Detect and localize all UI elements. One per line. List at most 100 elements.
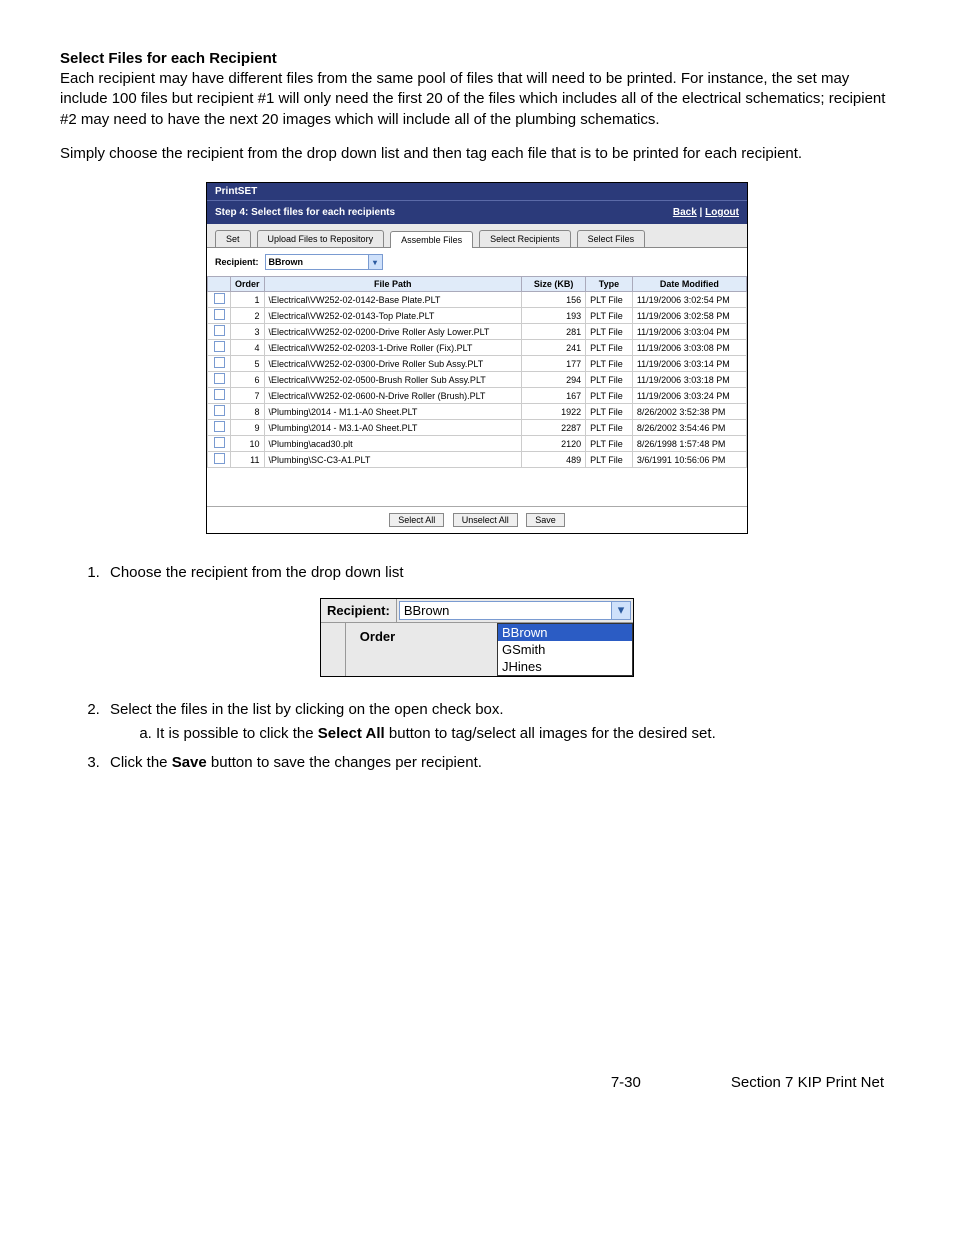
table-row: 3\Electrical\VW252-02-0200-Drive Roller … [208, 324, 747, 340]
cell-size: 1922 [522, 404, 586, 420]
cell-path: \Electrical\VW252-02-0142-Base Plate.PLT [264, 292, 522, 308]
column-header: File Path [264, 277, 522, 292]
button-row: Select All Unselect All Save [207, 506, 747, 533]
recipient-dropdown-list[interactable]: BBrownGSmithJHines [497, 623, 633, 676]
cell-size: 294 [522, 372, 586, 388]
cell-path: \Electrical\VW252-02-0300-Drive Roller S… [264, 356, 522, 372]
cell-date: 8/26/2002 3:54:46 PM [632, 420, 746, 436]
cell-path: \Electrical\VW252-02-0200-Drive Roller A… [264, 324, 522, 340]
row-checkbox[interactable] [214, 389, 225, 400]
row-checkbox[interactable] [214, 453, 225, 464]
column-header: Date Modified [632, 277, 746, 292]
table-row: 1\Electrical\VW252-02-0142-Base Plate.PL… [208, 292, 747, 308]
section-heading: Select Files for each Recipient [60, 50, 894, 67]
checkbox-column-header [321, 623, 346, 676]
cell-type: PLT File [586, 436, 633, 452]
recipient-dropdown-detail: Recipient: BBrown ▾ Order BBrownGSmithJH… [320, 598, 634, 677]
page-number: 7-30 [611, 1074, 641, 1091]
page-footer: 7-30 Section 7 KIP Print Net [60, 1074, 894, 1091]
cell-path: \Electrical\VW252-02-0600-N-Drive Roller… [264, 388, 522, 404]
row-checkbox[interactable] [214, 293, 225, 304]
tab-select-files[interactable]: Select Files [577, 230, 646, 247]
table-row: 9\Plumbing\2014 - M3.1-A0 Sheet.PLT2287P… [208, 420, 747, 436]
tab-select-recipients[interactable]: Select Recipients [479, 230, 571, 247]
cell-type: PLT File [586, 308, 633, 324]
instruction-3: Click the Save button to save the change… [104, 752, 894, 774]
cell-size: 156 [522, 292, 586, 308]
chevron-down-icon: ▾ [368, 255, 382, 269]
cell-date: 8/26/1998 1:57:48 PM [632, 436, 746, 452]
recipient-select-detail[interactable]: BBrown ▾ [399, 601, 631, 620]
cell-path: \Plumbing\SC-C3-A1.PLT [264, 452, 522, 468]
recipient-label-detail: Recipient: [321, 599, 397, 622]
cell-order: 11 [231, 452, 265, 468]
row-checkbox[interactable] [214, 309, 225, 320]
table-row: 4\Electrical\VW252-02-0203-1-Drive Rolle… [208, 340, 747, 356]
cell-path: \Electrical\VW252-02-0203-1-Drive Roller… [264, 340, 522, 356]
back-link[interactable]: Back [673, 207, 697, 218]
row-checkbox[interactable] [214, 373, 225, 384]
order-column-header: Order [346, 623, 409, 676]
cell-order: 5 [231, 356, 265, 372]
cell-size: 241 [522, 340, 586, 356]
tab-upload-files-to-repository[interactable]: Upload Files to Repository [257, 230, 385, 247]
instruction-2-text: Select the files in the list by clicking… [110, 701, 504, 718]
table-row: 8\Plumbing\2014 - M1.1-A0 Sheet.PLT1922P… [208, 404, 747, 420]
printset-window: PrintSET Step 4: Select files for each r… [206, 182, 748, 534]
dropdown-option[interactable]: GSmith [498, 641, 632, 658]
select-all-button[interactable]: Select All [389, 513, 444, 527]
row-checkbox[interactable] [214, 357, 225, 368]
cell-type: PLT File [586, 388, 633, 404]
cell-date: 11/19/2006 3:03:24 PM [632, 388, 746, 404]
instruction-list: Choose the recipient from the drop down … [82, 562, 894, 584]
cell-path: \Plumbing\2014 - M3.1-A0 Sheet.PLT [264, 420, 522, 436]
tab-assemble-files[interactable]: Assemble Files [390, 231, 473, 248]
step-bar: Step 4: Select files for each recipients… [207, 200, 747, 224]
window-titlebar: PrintSET [207, 183, 747, 200]
cell-type: PLT File [586, 404, 633, 420]
dropdown-option[interactable]: BBrown [498, 624, 632, 641]
row-checkbox[interactable] [214, 405, 225, 416]
column-header: Type [586, 277, 633, 292]
cell-size: 2287 [522, 420, 586, 436]
cell-size: 2120 [522, 436, 586, 452]
logout-link[interactable]: Logout [705, 207, 739, 218]
cell-date: 11/19/2006 3:03:18 PM [632, 372, 746, 388]
row-checkbox[interactable] [214, 421, 225, 432]
column-header: Size (KB) [522, 277, 586, 292]
recipient-select[interactable]: BBrown ▾ [265, 254, 383, 270]
cell-date: 11/19/2006 3:03:14 PM [632, 356, 746, 372]
cell-type: PLT File [586, 372, 633, 388]
cell-date: 11/19/2006 3:03:08 PM [632, 340, 746, 356]
table-row: 10\Plumbing\acad30.plt2120PLT File8/26/1… [208, 436, 747, 452]
intro-para-2: Simply choose the recipient from the dro… [60, 144, 894, 164]
header-links: Back | Logout [673, 207, 739, 218]
cell-date: 3/6/1991 10:56:06 PM [632, 452, 746, 468]
row-checkbox[interactable] [214, 325, 225, 336]
cell-order: 1 [231, 292, 265, 308]
unselect-all-button[interactable]: Unselect All [453, 513, 518, 527]
table-row: 2\Electrical\VW252-02-0143-Top Plate.PLT… [208, 308, 747, 324]
recipient-select-detail-value: BBrown [404, 603, 450, 618]
instruction-list-cont: Select the files in the list by clicking… [82, 699, 894, 774]
recipient-select-value: BBrown [269, 257, 304, 267]
table-row: 7\Electrical\VW252-02-0600-N-Drive Rolle… [208, 388, 747, 404]
cell-date: 11/19/2006 3:02:54 PM [632, 292, 746, 308]
table-row: 6\Electrical\VW252-02-0500-Brush Roller … [208, 372, 747, 388]
intro-para-1: Each recipient may have different files … [60, 69, 894, 130]
cell-order: 9 [231, 420, 265, 436]
cell-order: 4 [231, 340, 265, 356]
cell-size: 193 [522, 308, 586, 324]
row-checkbox[interactable] [214, 437, 225, 448]
column-header: Order [231, 277, 265, 292]
cell-date: 8/26/2002 3:52:38 PM [632, 404, 746, 420]
cell-order: 8 [231, 404, 265, 420]
cell-path: \Plumbing\2014 - M1.1-A0 Sheet.PLT [264, 404, 522, 420]
dropdown-option[interactable]: JHines [498, 658, 632, 675]
tab-set[interactable]: Set [215, 230, 251, 247]
instruction-2a: It is possible to click the Select All b… [156, 723, 894, 745]
save-button[interactable]: Save [526, 513, 565, 527]
row-checkbox[interactable] [214, 341, 225, 352]
table-row: 5\Electrical\VW252-02-0300-Drive Roller … [208, 356, 747, 372]
cell-size: 167 [522, 388, 586, 404]
